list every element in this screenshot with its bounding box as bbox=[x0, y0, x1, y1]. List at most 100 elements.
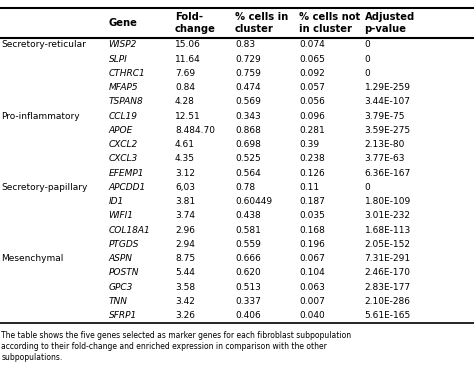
Text: 7.31E-291: 7.31E-291 bbox=[365, 254, 410, 263]
Text: 4.28: 4.28 bbox=[175, 97, 195, 106]
Text: Gene: Gene bbox=[109, 18, 137, 28]
Text: 0.126: 0.126 bbox=[299, 169, 325, 177]
Text: 5.44: 5.44 bbox=[175, 268, 195, 277]
Text: SLPI: SLPI bbox=[109, 55, 128, 64]
Text: APCDD1: APCDD1 bbox=[109, 183, 146, 192]
Text: 0.564: 0.564 bbox=[235, 169, 261, 177]
Text: 1.68E-113: 1.68E-113 bbox=[365, 226, 411, 234]
Text: WIFI1: WIFI1 bbox=[109, 211, 134, 220]
Text: 2.05E-152: 2.05E-152 bbox=[365, 240, 410, 249]
Text: 3.42: 3.42 bbox=[175, 297, 195, 306]
Text: 0.040: 0.040 bbox=[299, 311, 325, 320]
Text: 0.581: 0.581 bbox=[235, 226, 261, 234]
Text: 0.067: 0.067 bbox=[299, 254, 325, 263]
Text: Mesenchymal: Mesenchymal bbox=[1, 254, 64, 263]
Text: 0.39: 0.39 bbox=[299, 140, 319, 149]
Text: 0.474: 0.474 bbox=[235, 83, 261, 92]
Text: ID1: ID1 bbox=[109, 197, 124, 206]
Text: 0.281: 0.281 bbox=[299, 126, 325, 135]
Text: Pro-inflammatory: Pro-inflammatory bbox=[1, 112, 80, 121]
Text: 0: 0 bbox=[365, 183, 370, 192]
Text: 0.057: 0.057 bbox=[299, 83, 325, 92]
Text: 3.74: 3.74 bbox=[175, 211, 195, 220]
Text: Fold-
change: Fold- change bbox=[175, 12, 216, 34]
Text: 12.51: 12.51 bbox=[175, 112, 201, 121]
Text: EFEMP1: EFEMP1 bbox=[109, 169, 144, 177]
Text: 2.46E-170: 2.46E-170 bbox=[365, 268, 410, 277]
Text: 3.01E-232: 3.01E-232 bbox=[365, 211, 410, 220]
Text: COL18A1: COL18A1 bbox=[109, 226, 150, 234]
Text: 6,03: 6,03 bbox=[175, 183, 195, 192]
Text: CCL19: CCL19 bbox=[109, 112, 137, 121]
Text: CXCL2: CXCL2 bbox=[109, 140, 138, 149]
Text: 0.196: 0.196 bbox=[299, 240, 325, 249]
Text: 0.559: 0.559 bbox=[235, 240, 261, 249]
Text: 1.29E-259: 1.29E-259 bbox=[365, 83, 410, 92]
Text: 15.06: 15.06 bbox=[175, 40, 201, 49]
Text: 0.11: 0.11 bbox=[299, 183, 319, 192]
Text: 0.096: 0.096 bbox=[299, 112, 325, 121]
Text: 0.337: 0.337 bbox=[235, 297, 261, 306]
Text: 0.868: 0.868 bbox=[235, 126, 261, 135]
Text: 7.69: 7.69 bbox=[175, 69, 195, 78]
Text: 0.698: 0.698 bbox=[235, 140, 261, 149]
Text: 0.238: 0.238 bbox=[299, 154, 325, 163]
Text: PTGDS: PTGDS bbox=[109, 240, 139, 249]
Text: GPC3: GPC3 bbox=[109, 283, 133, 291]
Text: 0.78: 0.78 bbox=[235, 183, 255, 192]
Text: 3.58: 3.58 bbox=[175, 283, 195, 291]
Text: 0.187: 0.187 bbox=[299, 197, 325, 206]
Text: 0.729: 0.729 bbox=[235, 55, 261, 64]
Text: 3.77E-63: 3.77E-63 bbox=[365, 154, 405, 163]
Text: 11.64: 11.64 bbox=[175, 55, 201, 64]
Text: 0.60449: 0.60449 bbox=[235, 197, 272, 206]
Text: 3.79E-75: 3.79E-75 bbox=[365, 112, 405, 121]
Text: APOE: APOE bbox=[109, 126, 133, 135]
Text: Secretory-papillary: Secretory-papillary bbox=[1, 183, 88, 192]
Text: 0: 0 bbox=[365, 55, 370, 64]
Text: 2.10E-286: 2.10E-286 bbox=[365, 297, 410, 306]
Text: 8.75: 8.75 bbox=[175, 254, 195, 263]
Text: The table shows the five genes selected as marker genes for each fibroblast subp: The table shows the five genes selected … bbox=[1, 331, 352, 362]
Text: 0.065: 0.065 bbox=[299, 55, 325, 64]
Text: 0: 0 bbox=[365, 69, 370, 78]
Text: 0.406: 0.406 bbox=[235, 311, 261, 320]
Text: 0.035: 0.035 bbox=[299, 211, 325, 220]
Text: 0.759: 0.759 bbox=[235, 69, 261, 78]
Text: Secretory-reticular: Secretory-reticular bbox=[1, 40, 86, 49]
Text: TNN: TNN bbox=[109, 297, 128, 306]
Text: 0.092: 0.092 bbox=[299, 69, 325, 78]
Text: 0.168: 0.168 bbox=[299, 226, 325, 234]
Text: CTHRC1: CTHRC1 bbox=[109, 69, 146, 78]
Text: 2.94: 2.94 bbox=[175, 240, 195, 249]
Text: 8.484.70: 8.484.70 bbox=[175, 126, 215, 135]
Text: 0.007: 0.007 bbox=[299, 297, 325, 306]
Text: 0.074: 0.074 bbox=[299, 40, 325, 49]
Text: 0: 0 bbox=[365, 40, 370, 49]
Text: Adjusted
p-value: Adjusted p-value bbox=[365, 12, 415, 34]
Text: 2.13E-80: 2.13E-80 bbox=[365, 140, 405, 149]
Text: 0.513: 0.513 bbox=[235, 283, 261, 291]
Text: 4.61: 4.61 bbox=[175, 140, 195, 149]
Text: WISP2: WISP2 bbox=[109, 40, 137, 49]
Text: 3.26: 3.26 bbox=[175, 311, 195, 320]
Text: 5.61E-165: 5.61E-165 bbox=[365, 311, 411, 320]
Text: 0.438: 0.438 bbox=[235, 211, 261, 220]
Text: 2.96: 2.96 bbox=[175, 226, 195, 234]
Text: 0.343: 0.343 bbox=[235, 112, 261, 121]
Text: SFRP1: SFRP1 bbox=[109, 311, 137, 320]
Text: MFAP5: MFAP5 bbox=[109, 83, 138, 92]
Text: 0.104: 0.104 bbox=[299, 268, 325, 277]
Text: CXCL3: CXCL3 bbox=[109, 154, 138, 163]
Text: POSTN: POSTN bbox=[109, 268, 139, 277]
Text: 4.35: 4.35 bbox=[175, 154, 195, 163]
Text: % cells not
in cluster: % cells not in cluster bbox=[299, 12, 360, 34]
Text: 3.44E-107: 3.44E-107 bbox=[365, 97, 410, 106]
Text: 3.81: 3.81 bbox=[175, 197, 195, 206]
Text: % cells in
cluster: % cells in cluster bbox=[235, 12, 288, 34]
Text: 0.569: 0.569 bbox=[235, 97, 261, 106]
Text: 0.83: 0.83 bbox=[235, 40, 255, 49]
Text: 0.84: 0.84 bbox=[175, 83, 195, 92]
Text: 0.620: 0.620 bbox=[235, 268, 261, 277]
Text: 0.666: 0.666 bbox=[235, 254, 261, 263]
